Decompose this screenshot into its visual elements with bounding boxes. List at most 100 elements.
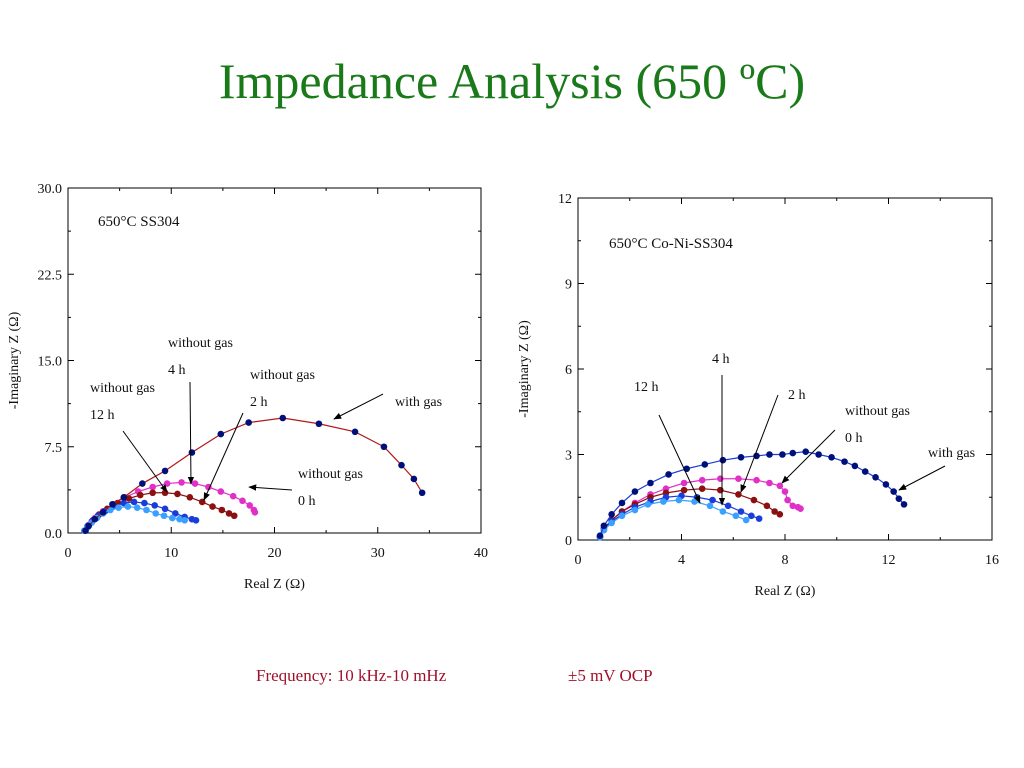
data-point	[776, 482, 784, 490]
data-point	[890, 488, 897, 495]
data-point	[732, 512, 740, 520]
annotation-text: without gas	[90, 381, 155, 396]
data-point	[717, 486, 724, 494]
data-point	[143, 506, 150, 514]
data-point	[608, 511, 615, 518]
y-tick-label: 9	[565, 278, 572, 293]
annotation-3: without gas 0 h	[248, 467, 363, 509]
data-point	[789, 449, 797, 457]
ocp-note: ±5 mV OCP	[568, 666, 653, 685]
annotation-arrow	[658, 414, 701, 504]
data-point	[861, 468, 869, 475]
data-point	[753, 476, 760, 484]
data-point	[398, 461, 405, 469]
x-tick-label: 10	[164, 546, 178, 561]
inset-label: 650°C Co-Ni-SS304	[609, 236, 733, 252]
data-point	[680, 486, 688, 494]
data-point	[882, 481, 890, 488]
y-tick-labels: 0 3 6 9 12	[558, 192, 572, 549]
x-tick-label: 0	[575, 553, 582, 568]
data-point	[191, 480, 199, 487]
data-point	[737, 454, 745, 461]
data-point	[748, 512, 755, 520]
data-point	[209, 503, 216, 510]
data-point	[229, 492, 237, 500]
data-point	[176, 515, 183, 523]
data-point	[246, 502, 254, 509]
annotation-0: without gas 12 h	[90, 381, 168, 493]
annotation-arrow	[740, 394, 779, 493]
data-point	[168, 514, 176, 522]
annotation-arrow	[248, 484, 293, 491]
series-3	[596, 496, 750, 541]
data-point	[735, 491, 742, 498]
slide-title: Impedance Analysis (650 ºC)	[218, 53, 806, 109]
annotation-text: 12 h	[634, 380, 659, 395]
data-point	[698, 476, 706, 484]
inset-label-prefix: 650°	[98, 214, 127, 230]
annotation-subtext: 2 h	[250, 395, 268, 410]
data-point	[771, 508, 778, 515]
data-point	[230, 512, 238, 520]
plot-border	[67, 187, 482, 534]
data-point	[161, 467, 169, 475]
annotation-2: 2 h	[740, 388, 806, 493]
y-tick-label: 3	[565, 449, 572, 464]
data-point	[161, 505, 169, 513]
inset-label-main: C SS304	[127, 214, 180, 230]
data-point	[631, 506, 639, 514]
y-tick-label: 6	[565, 363, 572, 378]
annotation-arrow	[781, 429, 836, 484]
data-point	[779, 451, 786, 458]
data-point	[245, 419, 252, 426]
x-axis-label: Real Z (Ω)	[244, 577, 305, 592]
annotation-text: without gas	[845, 404, 910, 419]
annotation-subtext: 0 h	[298, 494, 316, 509]
data-point	[163, 480, 171, 487]
data-point	[596, 532, 604, 540]
data-point	[91, 515, 99, 523]
data-point	[828, 454, 835, 461]
data-point	[124, 503, 132, 510]
data-point	[410, 475, 418, 483]
data-point	[181, 517, 188, 524]
data-point	[776, 511, 784, 518]
data-point	[251, 509, 259, 516]
data-point	[600, 522, 608, 530]
annotation-arrow	[898, 465, 946, 491]
data-point	[789, 502, 797, 510]
y-tick-label: 22.5	[38, 268, 63, 283]
data-point	[665, 471, 672, 478]
x-tick-label: 30	[371, 546, 385, 561]
data-point	[660, 498, 667, 505]
x-tick-label: 8	[782, 553, 789, 568]
annotation-text: without gas	[298, 467, 363, 482]
y-axis-label: -Imaginary Z (Ω)	[517, 320, 532, 418]
data-point	[239, 497, 246, 505]
data-point	[125, 495, 133, 502]
x-tick-label: 20	[268, 546, 282, 561]
data-point	[644, 501, 652, 508]
annotation-text: 2 h	[788, 388, 806, 403]
data-point	[192, 517, 200, 524]
data-point	[139, 480, 146, 487]
data-point	[724, 502, 732, 510]
plot-frame	[67, 187, 482, 534]
inset-label-main: C Co-Ni-SS304	[638, 236, 734, 252]
data-point	[225, 510, 233, 517]
inset-label: 650°C SS304	[98, 214, 180, 230]
annotation-arrow	[187, 381, 195, 485]
annotation-text: with gas	[928, 446, 975, 461]
data-point	[701, 461, 709, 468]
data-point	[315, 420, 323, 428]
annotation-arrow	[333, 393, 384, 420]
annotation-1: without gas 4 h	[168, 336, 233, 485]
annotation-text: with gas	[395, 395, 442, 410]
data-point	[900, 501, 908, 508]
x-tick-labels: 0 10 20 30 40	[65, 546, 489, 561]
data-point	[766, 451, 773, 458]
annotation-3: without gas 0 h	[781, 404, 910, 484]
data-point	[130, 498, 138, 506]
data-point	[149, 489, 156, 497]
data-point	[217, 430, 225, 438]
